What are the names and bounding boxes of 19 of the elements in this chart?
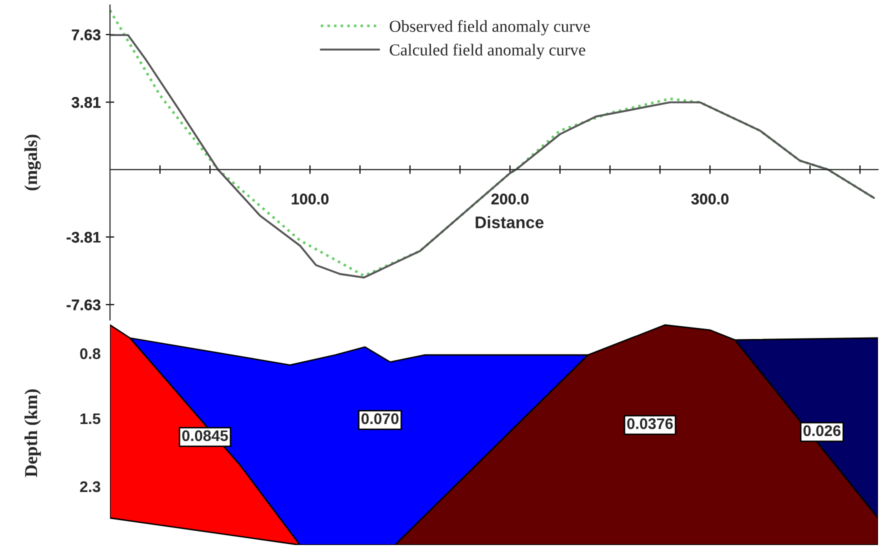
- text: 0.026: [803, 425, 841, 436]
- text: 0.8: [80, 348, 100, 360]
- legend-label: Observed field anomaly curve: [390, 20, 590, 36]
- text: 1.5: [80, 413, 100, 424]
- x-tick-label: 200.0: [491, 194, 528, 204]
- y-tick-label: -7.63: [66, 299, 100, 310]
- legend-label: Calculed field anomaly curve: [390, 44, 586, 59]
- text: Depth (km): [24, 389, 41, 478]
- x-tick-label: 100.0: [292, 194, 328, 204]
- x-tick-label: 300.0: [691, 194, 728, 204]
- text: 0.0845: [182, 430, 228, 442]
- y-tick-label: -3.81: [66, 232, 101, 243]
- x-axis-title: Distance: [476, 216, 544, 228]
- text: 0.0376: [627, 418, 673, 430]
- y-tick-label: 7.63: [72, 29, 100, 40]
- y-axis-title: (mgals): [24, 134, 41, 190]
- y-tick-label: 3.81: [72, 97, 101, 108]
- text: 0.070: [361, 413, 398, 424]
- text: 2.3: [80, 481, 100, 492]
